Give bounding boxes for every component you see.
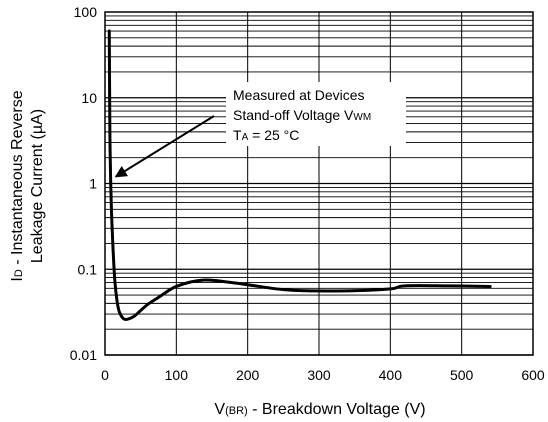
y-tick-label: 0.1 [78, 261, 98, 277]
x-tick-label: 100 [165, 367, 189, 383]
annotation-line-1: Measured at Devices [233, 87, 365, 103]
x-tick-labels: 0 100 200 300 400 500 600 [101, 367, 545, 383]
y-tick-label: 1 [89, 176, 97, 192]
annotation-background [226, 82, 406, 146]
x-tick-label: 500 [450, 367, 474, 383]
annotation-line-2: Stand-off Voltage VWM [233, 107, 371, 123]
x-tick-label: 400 [379, 367, 403, 383]
x-tick-label: 0 [101, 367, 109, 383]
x-tick-label: 600 [521, 367, 545, 383]
plot-frame [104, 11, 534, 356]
annotation: Measured at Devices Stand-off Voltage VW… [114, 82, 406, 178]
y-axis-label-line-1: ID - Instantaneous Reverse [9, 90, 26, 281]
series-line [107, 29, 492, 321]
y-tick-label: 10 [81, 90, 97, 106]
y-tick-labels: 0.01 0.1 1 10 100 [70, 4, 97, 363]
x-tick-label: 300 [307, 367, 331, 383]
y-tick-label: 0.01 [70, 347, 97, 363]
x-tick-label: 200 [236, 367, 260, 383]
y-tick-label: 100 [74, 4, 98, 20]
annotation-arrow [114, 115, 215, 178]
annotation-line-3: TA = 25 °C [233, 127, 299, 143]
x-axis-label: V(BR) - Breakdown Voltage (V) [214, 401, 425, 418]
y-axis-label-line-2: Leakage Current (µA) [29, 109, 46, 263]
